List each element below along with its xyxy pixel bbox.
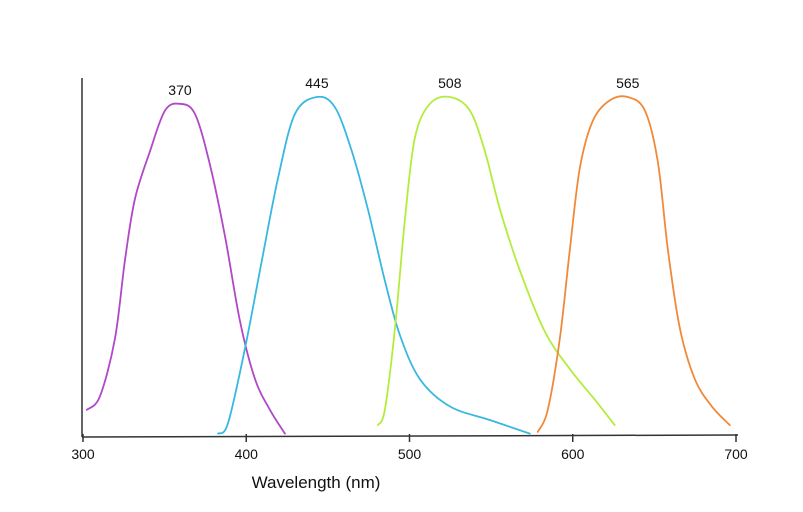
series-curve-445 xyxy=(217,95,531,435)
series-curve-370 xyxy=(86,102,286,435)
x-tick-label: 500 xyxy=(398,446,422,462)
x-axis-title: Wavelength (nm) xyxy=(252,473,381,492)
series-curve-508 xyxy=(376,95,616,426)
x-tick-label: 300 xyxy=(71,446,95,462)
x-tick-label: 400 xyxy=(235,446,259,462)
x-tick-label: 700 xyxy=(724,446,748,462)
peak-label: 508 xyxy=(438,75,462,91)
x-tick-label: 600 xyxy=(561,446,585,462)
peak-label: 445 xyxy=(305,75,329,91)
series-curve-565 xyxy=(536,95,731,433)
peak-label: 370 xyxy=(168,82,192,98)
peak-label: 565 xyxy=(616,75,640,91)
